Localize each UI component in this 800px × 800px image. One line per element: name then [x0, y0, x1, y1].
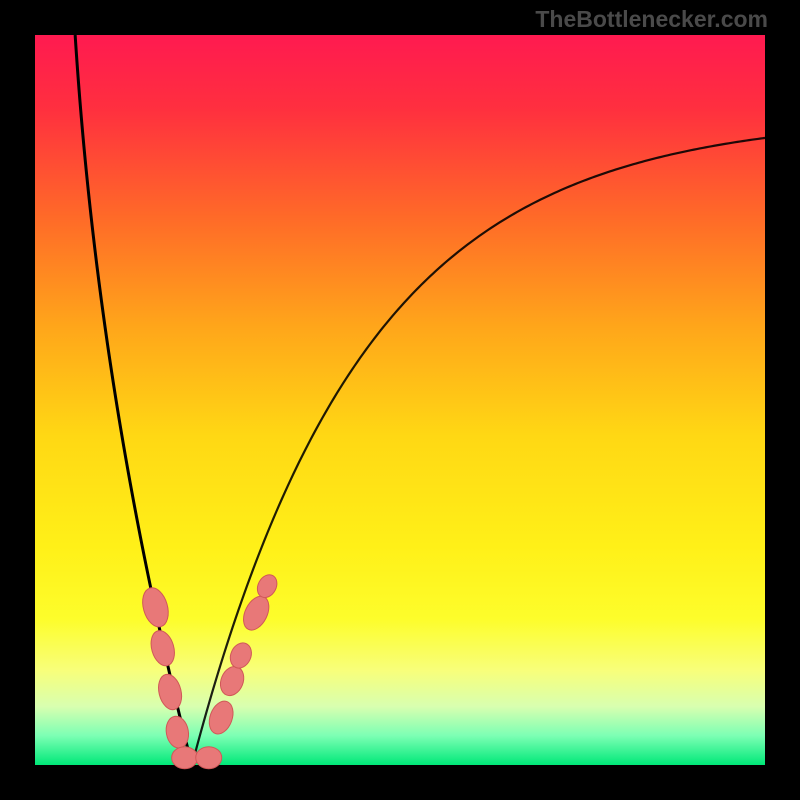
data-marker: [196, 747, 222, 769]
data-marker: [226, 640, 255, 672]
watermark-text: TheBottlenecker.com: [535, 6, 768, 33]
plot-area: [35, 35, 765, 765]
chart-frame: TheBottlenecker.com: [0, 0, 800, 800]
data-marker: [216, 663, 248, 699]
data-marker: [147, 628, 178, 669]
data-marker: [138, 585, 172, 630]
data-marker: [172, 747, 198, 769]
data-marker: [238, 592, 274, 634]
right-curve: [192, 137, 772, 765]
marker-layer: [138, 571, 280, 768]
curve-layer: [35, 35, 765, 765]
data-marker: [155, 672, 185, 712]
